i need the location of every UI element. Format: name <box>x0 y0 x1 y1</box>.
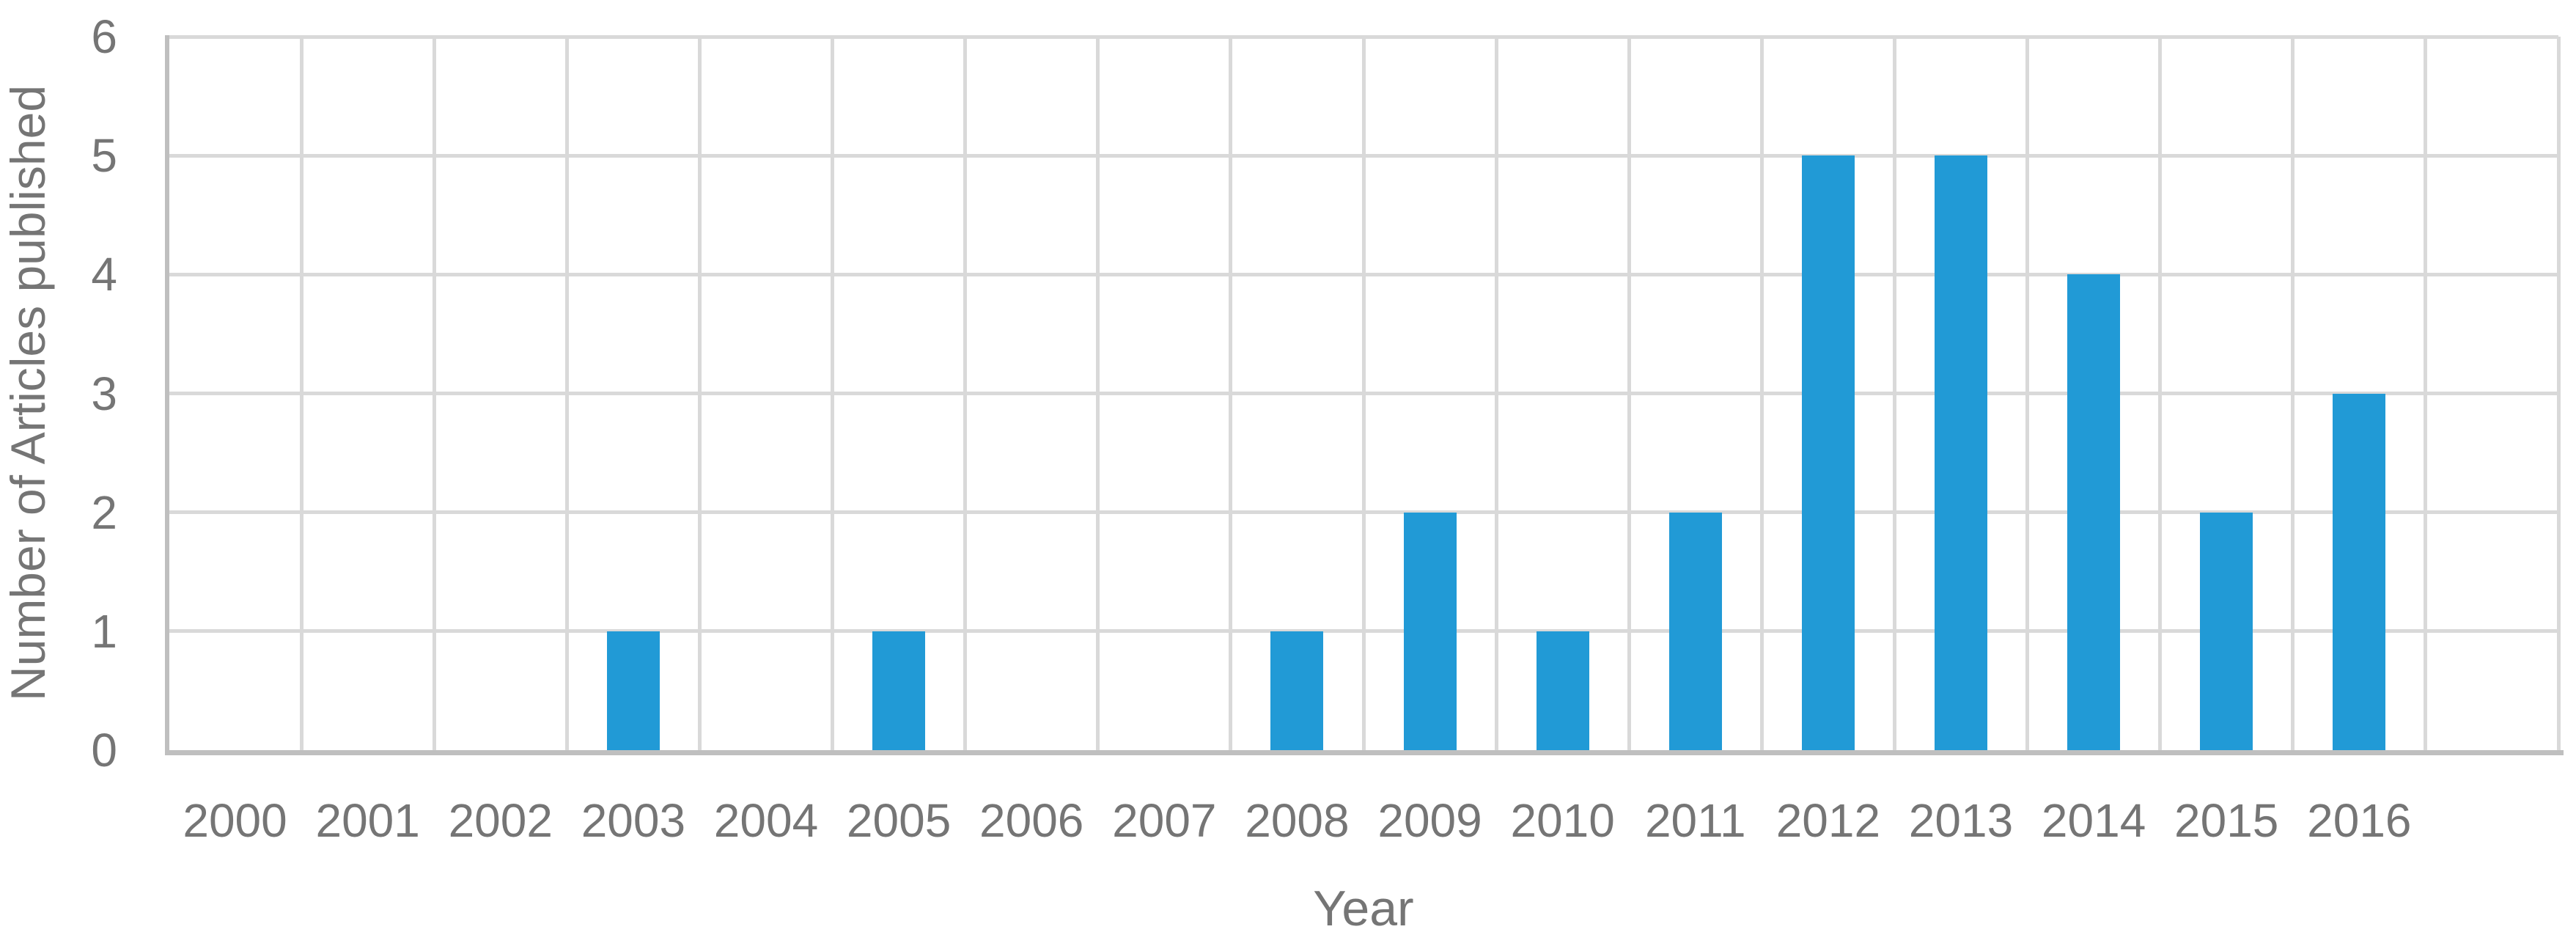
y-tick-label: 0 <box>91 724 117 777</box>
x-gridline <box>1229 37 1233 750</box>
x-tick-label: 2009 <box>1377 794 1482 847</box>
x-tick-label: 2006 <box>979 794 1084 847</box>
bar-2012 <box>1801 155 1855 750</box>
x-tick-label: 2015 <box>2174 794 2279 847</box>
x-tick-label: 2014 <box>2041 794 2146 847</box>
x-gridline <box>963 37 968 750</box>
bar-2013 <box>1935 155 1987 750</box>
y-tick-label: 3 <box>91 367 117 420</box>
y-tick-label: 5 <box>91 129 117 183</box>
x-gridline <box>1361 37 1366 750</box>
x-tick-label: 2011 <box>1644 794 1746 847</box>
bar-2009 <box>1403 512 1457 750</box>
x-gridline <box>2424 37 2428 750</box>
x-tick-label: 2004 <box>713 794 819 847</box>
y-axis-line <box>165 35 169 755</box>
x-tick-label: 2010 <box>1510 794 1615 847</box>
x-gridline <box>2025 37 2030 750</box>
x-tick-label: 2016 <box>2307 794 2412 847</box>
bar-2010 <box>1536 631 1589 750</box>
x-tick-label: 2001 <box>315 794 420 847</box>
bar-2011 <box>1668 512 1722 750</box>
bar-2016 <box>2333 393 2386 750</box>
x-tick-label: 2012 <box>1775 794 1881 847</box>
y-tick-label: 4 <box>91 248 117 301</box>
x-gridline <box>1494 37 1498 750</box>
bar-2014 <box>2067 274 2121 750</box>
x-tick-label: 2013 <box>1908 794 2014 847</box>
x-gridline <box>1627 37 1631 750</box>
x-gridline <box>2556 37 2561 750</box>
x-tick-label: 2008 <box>1245 794 1350 847</box>
x-gridline <box>1759 37 1764 750</box>
x-gridline <box>831 37 835 750</box>
bar-2015 <box>2200 512 2253 750</box>
y-tick-label: 6 <box>91 10 117 63</box>
x-gridline <box>697 37 702 750</box>
x-gridline <box>432 37 436 750</box>
y-tick-label: 2 <box>91 485 117 539</box>
x-gridline <box>2158 37 2163 750</box>
x-gridline <box>564 37 569 750</box>
x-gridline <box>2291 37 2295 750</box>
y-tick-label: 1 <box>91 604 117 658</box>
x-tick-label: 2007 <box>1112 794 1217 847</box>
x-gridline <box>1892 37 1896 750</box>
x-axis-line <box>165 750 2564 755</box>
x-tick-label: 2005 <box>846 794 952 847</box>
bar-2005 <box>872 631 926 750</box>
x-tick-label: 2003 <box>581 794 686 847</box>
x-tick-label: 2000 <box>183 794 287 847</box>
x-gridline <box>299 37 303 750</box>
bar-2008 <box>1270 631 1324 750</box>
x-gridline <box>1096 37 1100 750</box>
x-tick-label: 2002 <box>448 794 553 847</box>
bar-2003 <box>606 631 660 750</box>
x-axis-title: Year <box>1313 881 1414 936</box>
